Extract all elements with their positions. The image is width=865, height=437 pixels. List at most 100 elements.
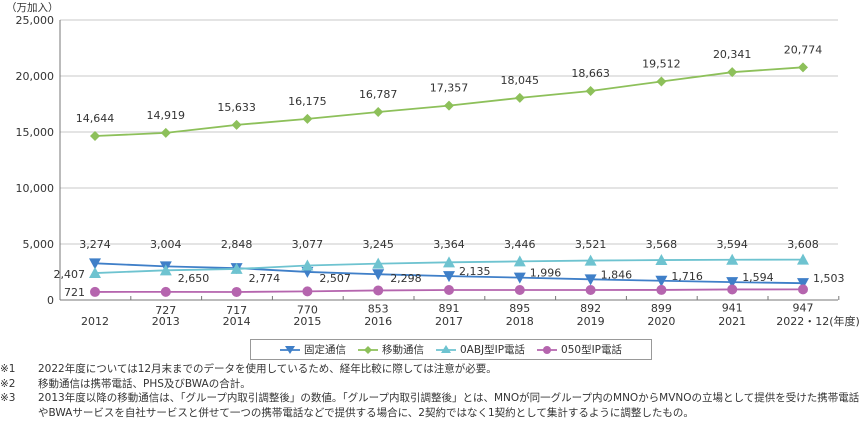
- triangle-up-marker: [655, 254, 668, 266]
- circle-marker: [373, 285, 384, 296]
- footnote-mark: ※2: [0, 377, 16, 390]
- data-label: 727: [155, 304, 176, 317]
- legend: 固定通信 移動通信 0ABJ型IP電話 050型IP電話: [250, 339, 652, 360]
- triangle-down-marker: [372, 269, 385, 281]
- legend-label: 移動通信: [381, 344, 424, 356]
- footnote-3: ※3 2013年度以降の移動通信は、「グループ内取引調整後」の数値。「グループ内取…: [0, 391, 865, 420]
- data-label: 3,364: [433, 238, 465, 251]
- data-label: 3,568: [646, 238, 678, 251]
- data-label: 14,644: [76, 112, 115, 125]
- triangle-down-legend-icon: [279, 345, 300, 354]
- legend-item: 050型IP電話: [537, 342, 622, 357]
- footnote-2: ※2 移動通信は携帯電話、PHS及びBWAの合計。: [0, 377, 865, 392]
- legend-label: 050型IP電話: [561, 344, 623, 356]
- triangle-up-marker: [89, 267, 101, 279]
- diamond-marker: [798, 62, 808, 73]
- footnote-text: 移動通信は携帯電話、PHS及びBWAの合計。: [38, 377, 251, 390]
- x-tick-label: 2021: [718, 315, 746, 328]
- data-label-bg: [297, 303, 317, 316]
- diamond-legend-icon: [357, 345, 378, 354]
- data-label: 3,446: [504, 238, 536, 251]
- triangle-up-marker: [726, 253, 739, 265]
- data-label: 891: [439, 302, 460, 315]
- circle-marker: [302, 286, 313, 297]
- data-label: 770: [297, 303, 318, 316]
- x-tick-label: 2015: [293, 315, 321, 328]
- circle-marker: [90, 286, 100, 297]
- legend-item: 固定通信: [279, 342, 346, 357]
- diamond-marker: [90, 130, 100, 141]
- data-label-bg: [227, 303, 247, 316]
- data-label-bg: [793, 301, 813, 314]
- data-label: 721: [64, 286, 85, 299]
- footnote-1: ※1 2022年度については12月末までのデータを使用しているため、経年比較に際し…: [0, 362, 865, 377]
- data-label: 19,512: [642, 57, 681, 70]
- triangle-up-marker: [372, 257, 385, 269]
- data-label: 2,650: [178, 272, 210, 285]
- diamond-marker: [656, 76, 667, 87]
- triangle-down-marker: [584, 274, 597, 286]
- data-label: 1,996: [530, 267, 562, 280]
- triangle-up-marker: [230, 262, 243, 274]
- diamond-marker: [727, 67, 738, 78]
- diamond-marker: [514, 92, 525, 103]
- x-tick-label: 2020: [647, 315, 675, 328]
- data-label: 3,594: [716, 238, 748, 251]
- circle-marker: [727, 284, 738, 295]
- y-unit-label: （万加入）: [6, 2, 59, 14]
- circle-marker: [160, 286, 171, 297]
- diamond-marker: [302, 113, 313, 124]
- data-label: 20,774: [784, 43, 823, 56]
- y-tick-label: 25,000: [16, 14, 55, 27]
- data-label: 2,407: [54, 268, 86, 281]
- triangle-up-marker: [584, 254, 597, 266]
- data-label-bg: [510, 301, 530, 314]
- data-label: 17,357: [430, 82, 469, 95]
- data-label-bg: [368, 302, 388, 315]
- triangle-up-marker: [797, 253, 809, 265]
- triangle-down-marker: [655, 275, 668, 287]
- data-label: 892: [580, 302, 601, 315]
- data-label-bg: [651, 301, 671, 314]
- data-label: 2,298: [390, 272, 422, 285]
- diamond-marker: [160, 127, 171, 138]
- circle-marker: [231, 286, 242, 297]
- triangle-down-marker: [443, 271, 455, 283]
- data-label: 16,175: [288, 95, 327, 108]
- legend-label: 固定通信: [303, 344, 346, 356]
- data-label: 899: [651, 302, 672, 315]
- triangle-down-marker: [89, 258, 101, 270]
- data-label: 947: [793, 301, 814, 314]
- triangle-up-marker: [443, 256, 455, 268]
- footnotes: ※1 2022年度については12月末までのデータを使用しているため、経年比較に際し…: [0, 362, 865, 420]
- x-tick-label: 2016: [364, 315, 392, 328]
- diamond-marker: [444, 100, 454, 111]
- circle-marker: [514, 284, 525, 295]
- data-label: 853: [368, 302, 389, 315]
- data-label: 2,135: [459, 265, 491, 278]
- data-label: 895: [509, 302, 530, 315]
- triangle-down-marker: [726, 277, 739, 289]
- x-tick-label: 2019: [577, 315, 605, 328]
- circle-marker: [444, 285, 454, 296]
- y-tick-label: 15,000: [16, 126, 55, 139]
- y-tick-label: 20,000: [16, 70, 55, 83]
- data-label: 2,774: [249, 272, 281, 285]
- data-label: 3,274: [79, 238, 111, 251]
- data-label: 3,077: [292, 238, 324, 251]
- x-tick-label: 2017: [435, 315, 463, 328]
- triangle-up-marker: [513, 255, 526, 267]
- x-tick-label: 2022・12(年度): [776, 314, 860, 328]
- data-label: 15,633: [217, 101, 256, 114]
- data-label: 18,045: [501, 74, 540, 87]
- legend-item: 移動通信: [357, 342, 424, 357]
- diamond-marker: [585, 85, 596, 96]
- legend-item: 0ABJ型IP電話: [435, 342, 525, 357]
- footnote-text: 2022年度については12月末までのデータを使用しているため、経年比較に際しては…: [38, 363, 497, 375]
- triangle-up-legend-icon: [435, 344, 456, 353]
- footnote-mark: ※3: [0, 392, 16, 404]
- y-tick-label: 5,000: [23, 238, 55, 251]
- data-label: 3,608: [787, 238, 819, 251]
- data-label: 2,848: [221, 238, 253, 251]
